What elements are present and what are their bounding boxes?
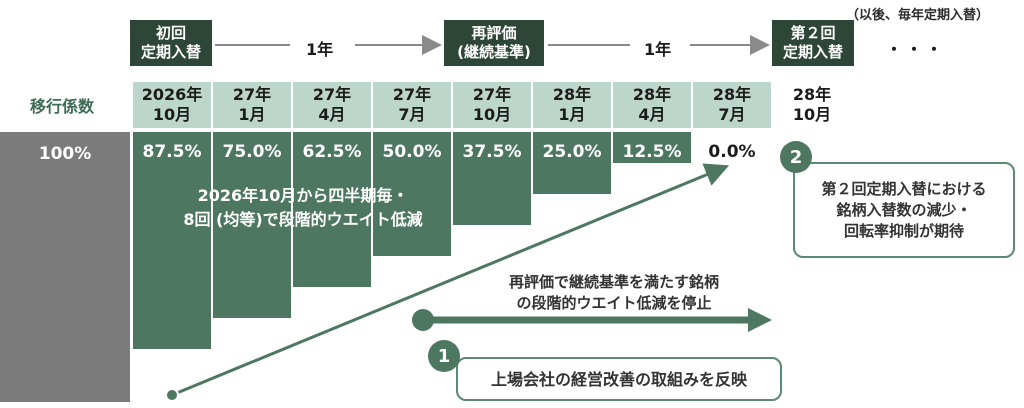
- coef-label-7: 0.0%: [708, 142, 756, 162]
- ellipsis: ・・・: [886, 40, 947, 59]
- top-note: （以後、毎年定期入替）: [846, 8, 990, 23]
- bar-2: [293, 132, 371, 287]
- row-label: 移行係数: [30, 97, 95, 116]
- date-cell-8: 28年 10月: [792, 85, 832, 124]
- milestone-second-rebalance: 第２回 定期入替: [772, 20, 854, 66]
- step-description: 2026年10月から四半期毎・ 8回 (均等)で段階的ウエイト低減: [183, 186, 423, 229]
- date-cell-3: 27年 7月: [373, 82, 451, 128]
- coef-label-3: 50.0%: [382, 142, 442, 162]
- callout-1-number: 1: [428, 340, 460, 372]
- callout-1-text: 上場会社の経営改善の取組みを反映: [490, 369, 747, 389]
- stop-description: 再評価で継続基準を満たす銘柄 の段階的ウエイト低減を停止: [508, 273, 719, 312]
- gap-label-2: 1年: [644, 40, 672, 59]
- coef-label-4: 37.5%: [462, 142, 522, 162]
- coef-label-5: 25.0%: [542, 142, 602, 162]
- diagonal-arrow-start: [165, 388, 179, 402]
- coef-label-6: 12.5%: [622, 142, 682, 162]
- coef-label-base: 100%: [38, 144, 92, 164]
- milestone-reevaluation: 再評価 (継続基準): [444, 20, 544, 66]
- callout-2-box: 第２回定期入替における 銘柄入替数の減少・ 回転率抑制が期待: [793, 162, 1015, 258]
- coef-label-0: 87.5%: [142, 142, 202, 162]
- coef-label-2: 62.5%: [302, 142, 362, 162]
- date-cell-7: 28年 7月: [693, 82, 771, 128]
- date-cell-6: 28年 4月: [613, 82, 691, 128]
- date-cell-0: 2026年 10月: [133, 82, 211, 128]
- bar-3: [373, 132, 451, 256]
- bar-4: [453, 132, 531, 225]
- milestone-first-rebalance: 初回 定期入替: [130, 20, 212, 66]
- date-cell-2: 27年 4月: [293, 82, 371, 128]
- callout-2-number: 2: [780, 141, 812, 173]
- gap-label-1: 1年: [306, 40, 334, 59]
- stop-arrow-head: [748, 308, 772, 332]
- coef-label-1: 75.0%: [222, 142, 282, 162]
- callout-1-box: 上場会社の経営改善の取組みを反映: [456, 357, 782, 401]
- bar-6: [613, 132, 691, 163]
- bar-base-100: [0, 132, 130, 402]
- date-cell-4: 27年 10月: [453, 82, 531, 128]
- callout-2-text: 第２回定期入替における 銘柄入替数の減少・ 回転率抑制が期待: [821, 179, 987, 240]
- bar-1: [213, 132, 291, 318]
- bar-5: [533, 132, 611, 194]
- date-cell-5: 28年 1月: [533, 82, 611, 128]
- bar-0: [133, 132, 211, 349]
- diagonal-arrow-line: [171, 163, 730, 397]
- date-cell-1: 27年 1月: [213, 82, 291, 128]
- timeline-arrows: [215, 35, 770, 55]
